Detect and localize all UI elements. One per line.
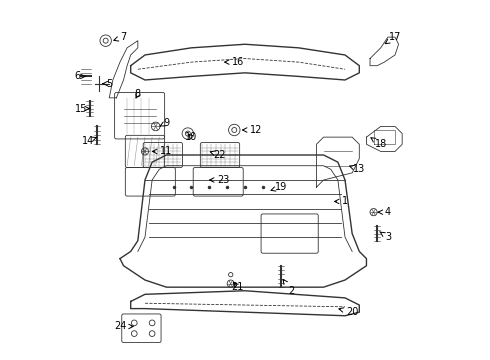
Text: 2: 2 (283, 280, 294, 296)
Text: 11: 11 (152, 147, 172, 157)
Text: 18: 18 (371, 138, 387, 149)
Text: 22: 22 (210, 150, 226, 160)
Text: 4: 4 (378, 207, 391, 217)
Text: 21: 21 (232, 282, 244, 292)
Text: 10: 10 (185, 132, 197, 142)
Text: 9: 9 (160, 118, 170, 128)
Text: 8: 8 (135, 89, 141, 99)
Text: 7: 7 (114, 32, 127, 42)
Text: 23: 23 (210, 175, 230, 185)
Text: 15: 15 (74, 104, 90, 113)
Text: 6: 6 (74, 71, 86, 81)
Text: 14: 14 (82, 136, 97, 146)
Text: 17: 17 (385, 32, 401, 44)
Text: 19: 19 (271, 182, 287, 192)
Text: 5: 5 (103, 78, 112, 89)
Text: 16: 16 (224, 57, 244, 67)
Text: 13: 13 (349, 164, 366, 174)
Text: 20: 20 (339, 307, 358, 317)
Text: 24: 24 (114, 321, 133, 332)
Text: 12: 12 (243, 125, 262, 135)
Text: 1: 1 (335, 197, 348, 206)
Text: 3: 3 (380, 232, 391, 242)
